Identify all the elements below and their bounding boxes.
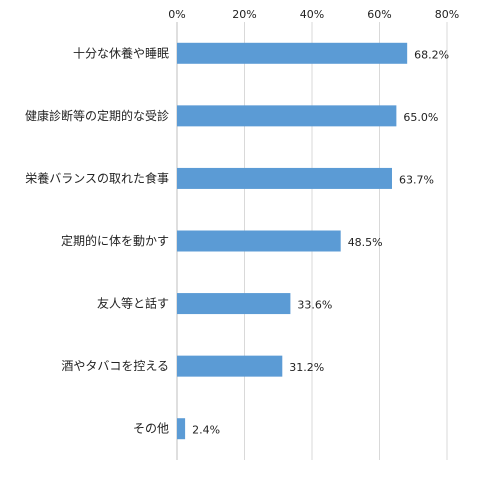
bar: [177, 42, 408, 64]
category-label: 友人等と話す: [97, 296, 169, 311]
category-labels: 十分な休養や睡眠健康診断等の定期的な受診栄養バランスの取れた食事定期的に体を動か…: [25, 45, 169, 435]
data-label: 63.7%: [399, 173, 434, 186]
category-label: 健康診断等の定期的な受診: [25, 108, 169, 123]
bar: [177, 293, 291, 315]
category-label: 酒やタバコを控える: [61, 359, 169, 373]
x-tick-label: 80%: [435, 8, 459, 21]
x-tick-label: 60%: [367, 8, 391, 21]
x-tick-label: 0%: [168, 8, 185, 21]
bar: [177, 105, 397, 127]
category-label: 定期的に体を動かす: [61, 233, 169, 248]
bar: [177, 355, 283, 377]
category-label: 十分な休養や睡眠: [73, 45, 169, 60]
x-axis-ticks: 0% 20% 40% 60% 80%: [168, 8, 459, 21]
x-tick-label: 20%: [232, 8, 256, 21]
data-label: 68.2%: [414, 48, 449, 61]
category-label: その他: [133, 422, 169, 436]
data-label: 65.0%: [403, 111, 438, 124]
x-tick-label: 40%: [300, 8, 324, 21]
bar: [177, 418, 186, 440]
bar: [177, 167, 392, 189]
data-labels: 68.2% 65.0% 63.7% 48.5% 33.6% 31.2% 2.4%: [192, 48, 449, 436]
bars: [177, 42, 408, 440]
category-label: 栄養バランスの取れた食事: [25, 170, 169, 185]
data-label: 33.6%: [297, 299, 332, 312]
data-label: 48.5%: [348, 236, 383, 249]
data-label: 31.2%: [289, 361, 324, 374]
data-label: 2.4%: [192, 424, 220, 437]
bar: [177, 230, 341, 252]
